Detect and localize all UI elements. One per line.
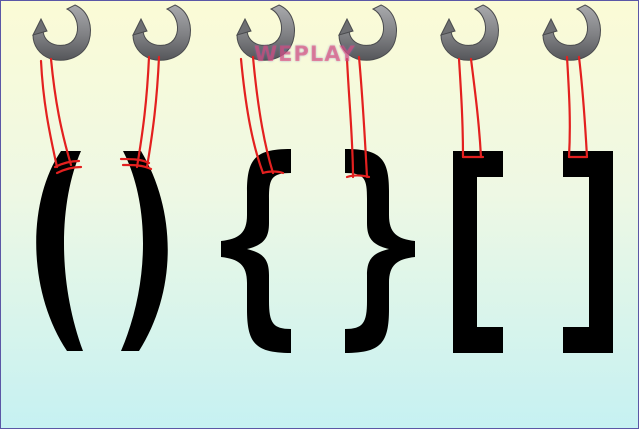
close-curly-brace <box>345 149 415 353</box>
open-parenthesis <box>36 151 83 351</box>
close-parenthesis <box>121 151 168 351</box>
hook-icon <box>132 4 191 61</box>
rope <box>39 55 589 179</box>
open-curly-brace <box>221 149 291 353</box>
watermark-logo: WEPLAY <box>254 42 356 66</box>
hook-icon <box>32 4 91 61</box>
hook-icon <box>440 4 499 61</box>
hook-icon <box>542 4 601 61</box>
open-square-bracket <box>453 151 503 353</box>
close-square-bracket <box>563 151 613 353</box>
